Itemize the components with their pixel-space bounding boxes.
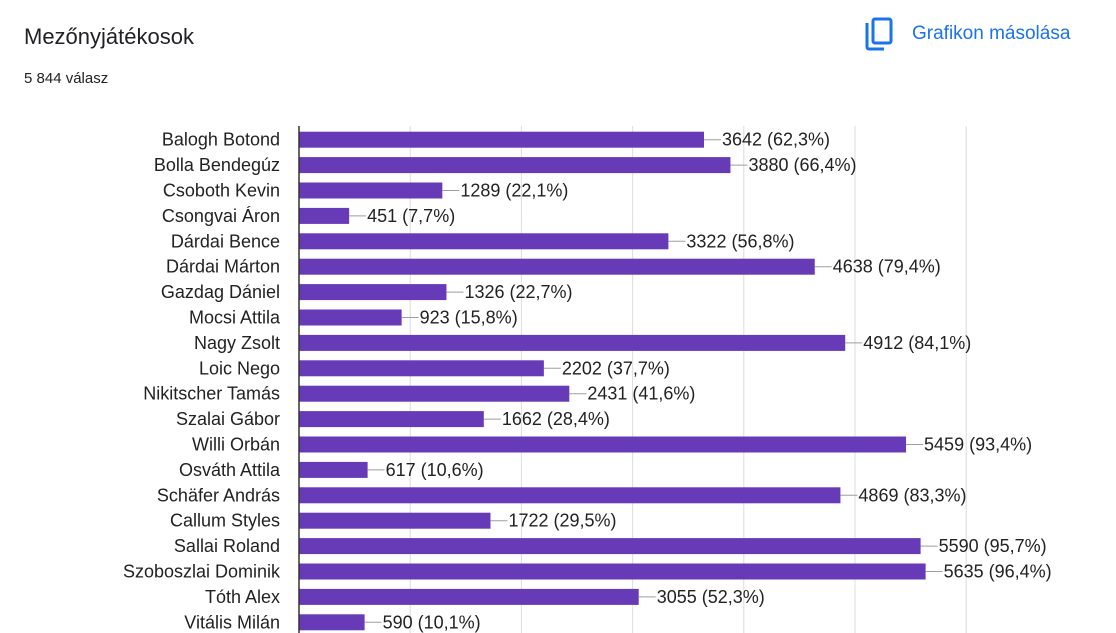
data-label: 4869 (83,3%) bbox=[858, 485, 966, 505]
copy-chart-button[interactable]: Grafikon másolása bbox=[864, 16, 1070, 52]
category-label: Vitális Milán bbox=[184, 612, 280, 632]
bar-8 bbox=[299, 309, 402, 326]
chart-title: Mezőnyjátékosok bbox=[24, 24, 194, 49]
bar-20 bbox=[299, 614, 365, 631]
data-label: 3880 (66,4%) bbox=[748, 155, 856, 175]
bar-2 bbox=[299, 157, 731, 174]
category-label: Sallai Roland bbox=[174, 536, 280, 556]
data-label: 5459 (93,4%) bbox=[924, 435, 1032, 455]
category-label: Nikitscher Tamás bbox=[143, 384, 280, 404]
bar-19 bbox=[299, 588, 639, 605]
category-label: Loic Nego bbox=[199, 358, 280, 378]
bar-10 bbox=[299, 360, 544, 377]
category-label: Willi Orbán bbox=[192, 435, 280, 455]
data-label: 1326 (22,7%) bbox=[464, 282, 572, 302]
bar-4 bbox=[299, 207, 350, 224]
copy-icon bbox=[864, 17, 894, 51]
bar-6 bbox=[299, 258, 815, 275]
data-label: 617 (10,6%) bbox=[386, 460, 484, 480]
category-label: Dárdai Bence bbox=[171, 231, 280, 251]
bar-7 bbox=[299, 284, 447, 301]
category-label: Tóth Alex bbox=[205, 587, 280, 607]
bar-5 bbox=[299, 233, 669, 250]
bar-14 bbox=[299, 461, 368, 478]
category-label: Schäfer András bbox=[157, 485, 280, 505]
category-label: Osváth Attila bbox=[179, 460, 281, 480]
data-label: 3322 (56,8%) bbox=[686, 231, 794, 251]
bar-1 bbox=[299, 131, 704, 148]
data-label: 5635 (96,4%) bbox=[944, 562, 1052, 582]
data-label: 590 (10,1%) bbox=[383, 612, 481, 632]
category-label: Dárdai Márton bbox=[166, 257, 280, 277]
category-label: Bolla Bendegúz bbox=[154, 155, 280, 175]
bar-12 bbox=[299, 411, 484, 428]
data-label: 1722 (29,5%) bbox=[508, 511, 616, 531]
data-label: 2431 (41,6%) bbox=[587, 384, 695, 404]
category-label: Szalai Gábor bbox=[176, 409, 280, 429]
data-label: 451 (7,7%) bbox=[367, 206, 455, 226]
bar-16 bbox=[299, 512, 491, 529]
bar-15 bbox=[299, 487, 841, 504]
category-label: Callum Styles bbox=[170, 511, 280, 531]
data-label: 923 (15,8%) bbox=[420, 308, 518, 328]
data-label: 3642 (62,3%) bbox=[722, 130, 830, 150]
bar-13 bbox=[299, 436, 907, 453]
data-label: 4912 (84,1%) bbox=[863, 333, 971, 353]
bar-11 bbox=[299, 385, 570, 402]
data-label: 3055 (52,3%) bbox=[657, 587, 765, 607]
category-label: Csongvai Áron bbox=[162, 206, 280, 226]
data-label: 4638 (79,4%) bbox=[833, 257, 941, 277]
response-count: 5 844 válasz bbox=[24, 70, 109, 87]
copy-chart-label: Grafikon másolása bbox=[912, 23, 1071, 44]
data-label: 2202 (37,7%) bbox=[562, 358, 670, 378]
category-label: Szoboszlai Dominik bbox=[123, 562, 281, 582]
bar-3 bbox=[299, 182, 443, 199]
category-label: Balogh Botond bbox=[162, 130, 280, 150]
bar-18 bbox=[299, 563, 926, 580]
category-label: Csoboth Kevin bbox=[163, 181, 280, 201]
bar-17 bbox=[299, 538, 921, 555]
data-label: 5590 (95,7%) bbox=[939, 536, 1047, 556]
category-label: Gazdag Dániel bbox=[161, 282, 280, 302]
data-label: 1289 (22,1%) bbox=[460, 181, 568, 201]
bar-9 bbox=[299, 334, 846, 351]
category-label: Mocsi Attila bbox=[189, 308, 281, 328]
category-label: Nagy Zsolt bbox=[194, 333, 280, 353]
data-label: 1662 (28,4%) bbox=[502, 409, 610, 429]
